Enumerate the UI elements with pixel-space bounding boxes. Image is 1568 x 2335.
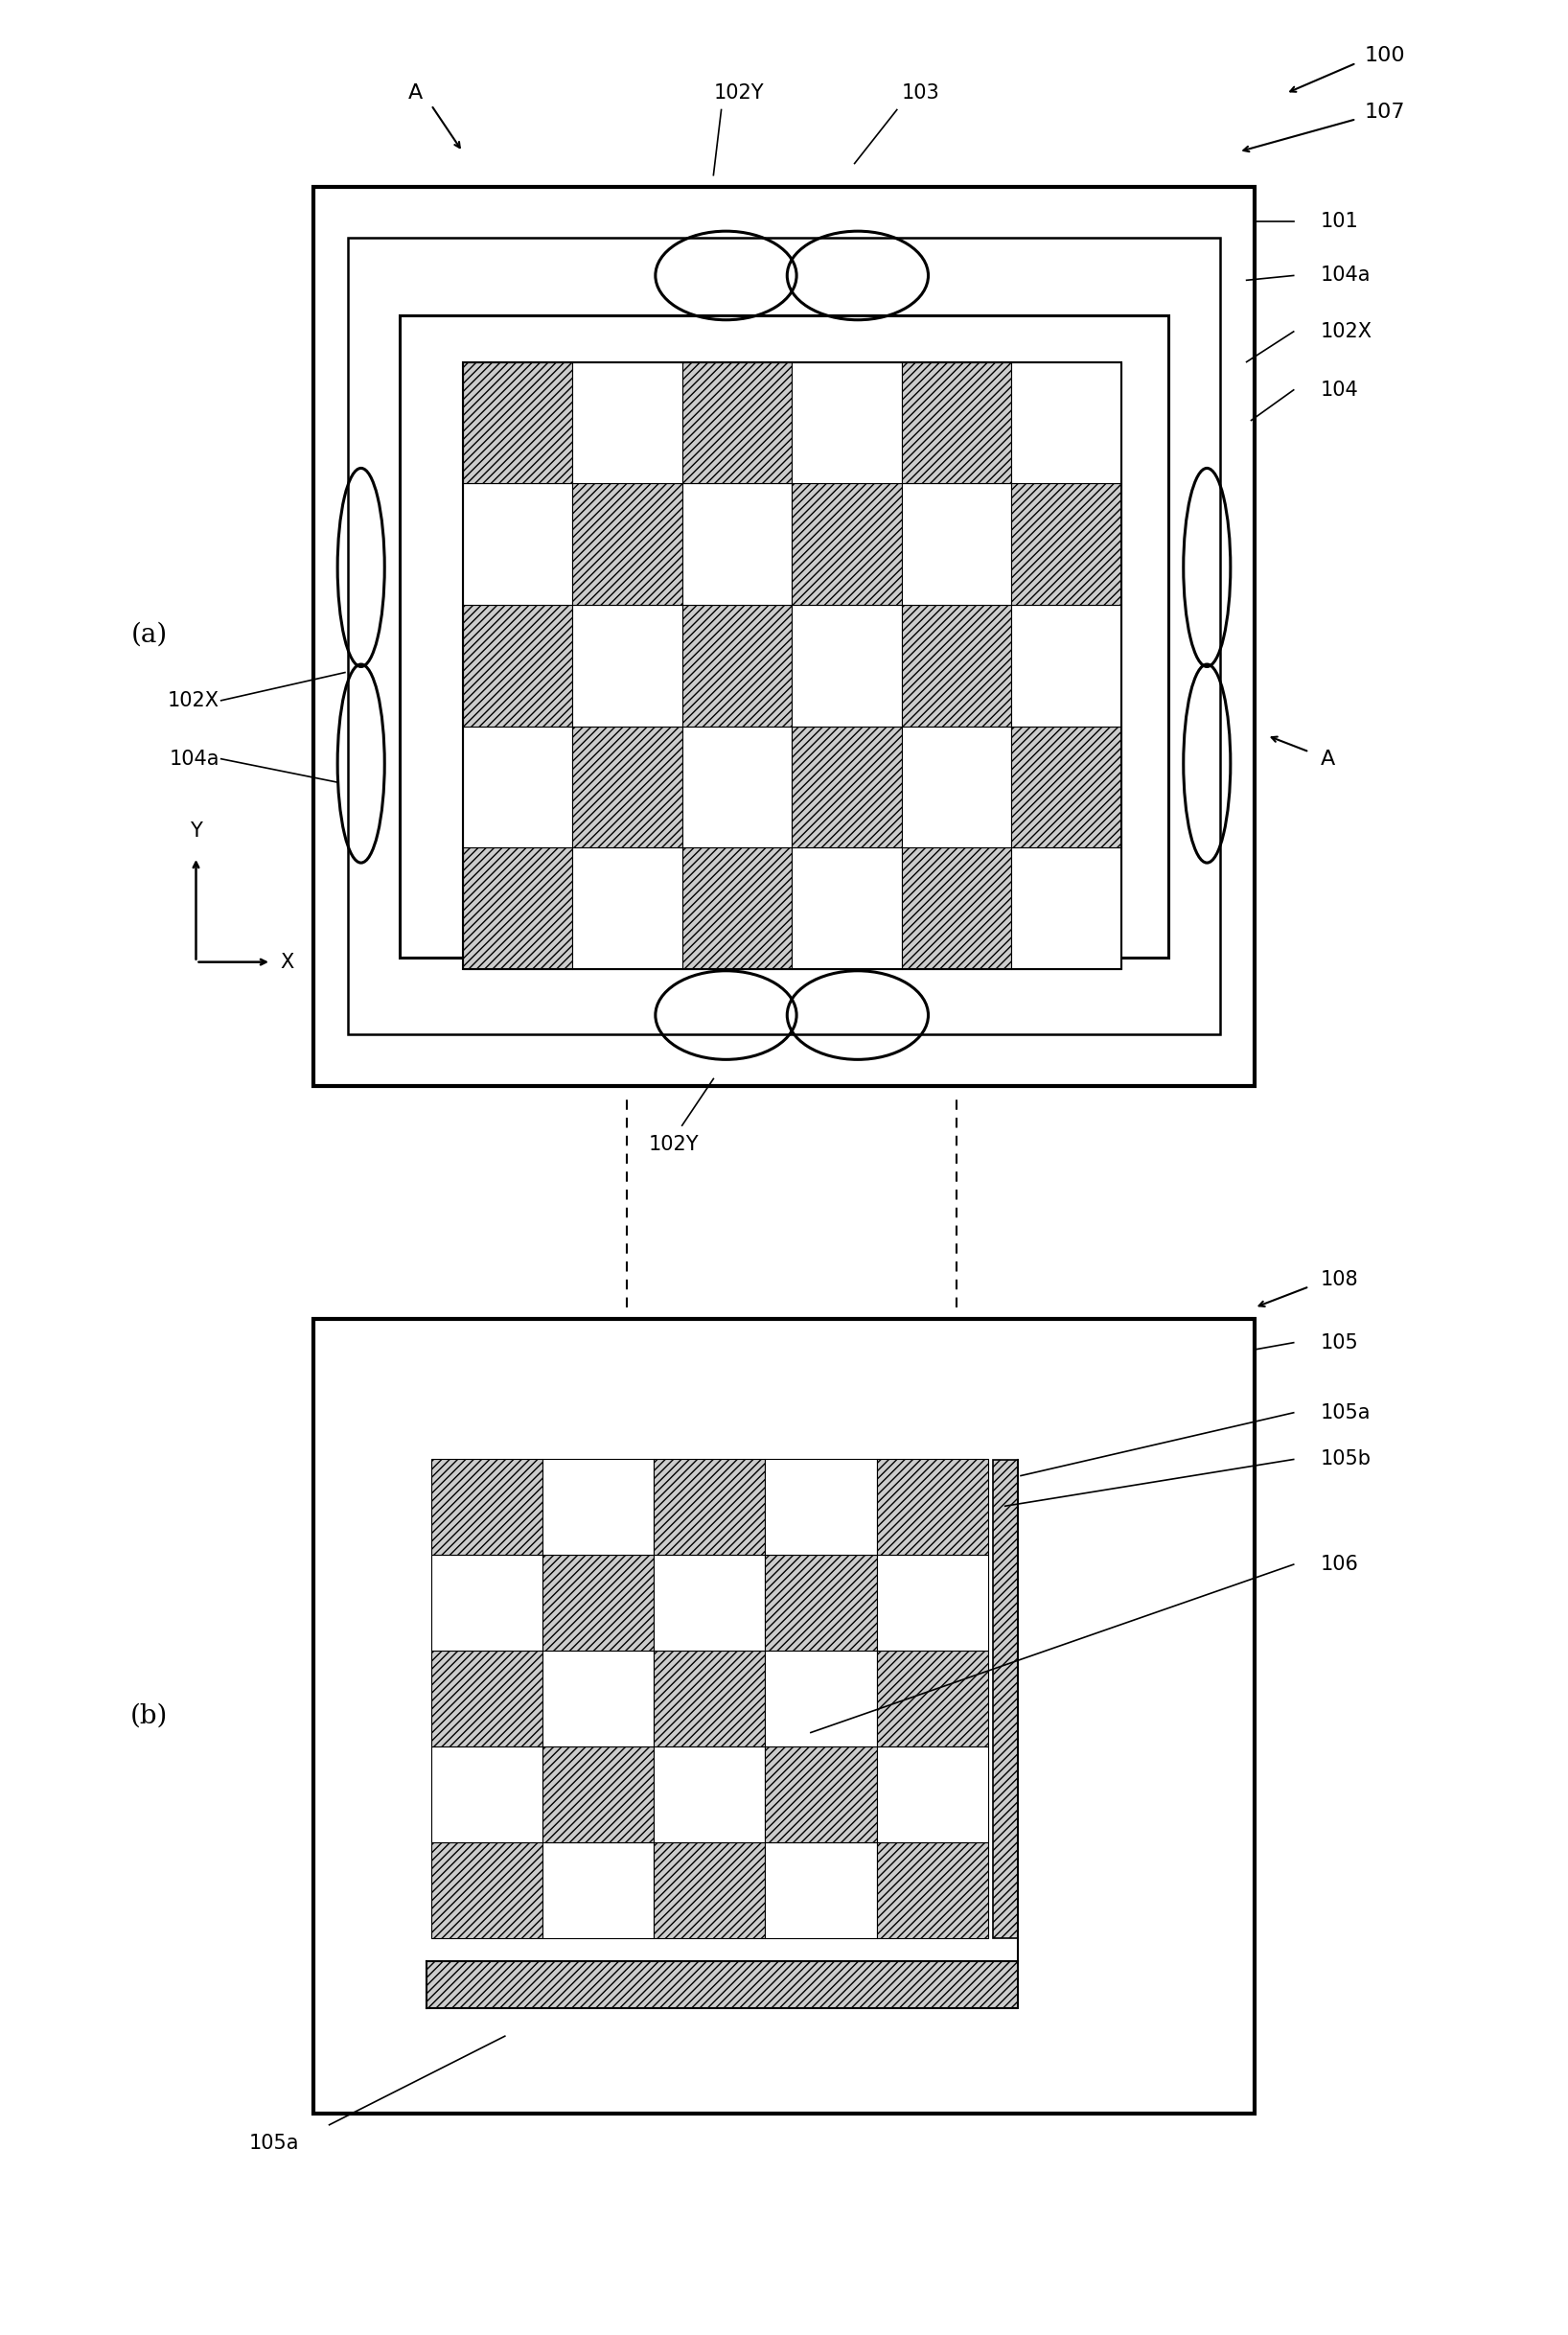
Polygon shape: [431, 1651, 543, 1747]
Text: 105: 105: [1320, 1333, 1358, 1352]
Polygon shape: [572, 848, 682, 969]
Polygon shape: [765, 1747, 877, 1842]
Polygon shape: [792, 483, 902, 605]
Polygon shape: [431, 1747, 543, 1842]
Polygon shape: [654, 1459, 765, 1555]
Text: 100: 100: [1364, 47, 1405, 65]
Polygon shape: [1011, 726, 1121, 848]
Text: 105b: 105b: [1320, 1450, 1370, 1469]
Text: 104a: 104a: [169, 750, 220, 768]
Polygon shape: [877, 1555, 988, 1651]
Polygon shape: [572, 362, 682, 483]
Polygon shape: [792, 362, 902, 483]
Polygon shape: [314, 1319, 1254, 2113]
Polygon shape: [543, 1842, 654, 1938]
Polygon shape: [765, 1651, 877, 1747]
Polygon shape: [348, 238, 1220, 1034]
Polygon shape: [463, 848, 572, 969]
Polygon shape: [463, 362, 572, 483]
Polygon shape: [902, 483, 1011, 605]
Text: 108: 108: [1320, 1270, 1358, 1289]
Polygon shape: [463, 726, 572, 848]
Polygon shape: [765, 1555, 877, 1651]
Text: 105a: 105a: [249, 2134, 299, 2153]
Polygon shape: [902, 848, 1011, 969]
Text: 103: 103: [902, 84, 939, 103]
Polygon shape: [792, 605, 902, 726]
Polygon shape: [877, 1842, 988, 1938]
Polygon shape: [543, 1651, 654, 1747]
Polygon shape: [431, 1555, 543, 1651]
Polygon shape: [1011, 848, 1121, 969]
Text: 102X: 102X: [168, 691, 220, 710]
Text: (b): (b): [130, 1702, 168, 1730]
Text: X: X: [281, 953, 295, 971]
Polygon shape: [877, 1747, 988, 1842]
Polygon shape: [877, 1651, 988, 1747]
Text: 105a: 105a: [1320, 1403, 1370, 1422]
Polygon shape: [654, 1555, 765, 1651]
Text: 106: 106: [1320, 1555, 1358, 1574]
Polygon shape: [314, 187, 1254, 1086]
Polygon shape: [682, 362, 792, 483]
Text: 104: 104: [1320, 381, 1358, 399]
Polygon shape: [463, 605, 572, 726]
Polygon shape: [902, 726, 1011, 848]
Polygon shape: [572, 483, 682, 605]
Polygon shape: [682, 605, 792, 726]
Polygon shape: [902, 605, 1011, 726]
Text: A: A: [408, 84, 423, 103]
Text: A: A: [1320, 750, 1334, 768]
Polygon shape: [792, 726, 902, 848]
Polygon shape: [1011, 605, 1121, 726]
Polygon shape: [1011, 362, 1121, 483]
Polygon shape: [792, 848, 902, 969]
Text: 102Y: 102Y: [713, 84, 764, 103]
Polygon shape: [654, 1651, 765, 1747]
Polygon shape: [572, 726, 682, 848]
Text: Y: Y: [190, 822, 202, 841]
Polygon shape: [431, 1842, 543, 1938]
Text: 102X: 102X: [1320, 322, 1372, 341]
Polygon shape: [572, 605, 682, 726]
Polygon shape: [682, 726, 792, 848]
Polygon shape: [654, 1842, 765, 1938]
Text: (a): (a): [130, 621, 168, 649]
Text: 101: 101: [1320, 212, 1358, 231]
Polygon shape: [682, 848, 792, 969]
Text: 107: 107: [1364, 103, 1405, 121]
Text: 102Y: 102Y: [649, 1135, 699, 1153]
Polygon shape: [400, 315, 1168, 957]
Polygon shape: [765, 1842, 877, 1938]
Polygon shape: [877, 1459, 988, 1555]
Polygon shape: [543, 1747, 654, 1842]
Polygon shape: [654, 1747, 765, 1842]
Text: 104a: 104a: [1320, 266, 1370, 285]
Polygon shape: [426, 1961, 1018, 2008]
Polygon shape: [902, 362, 1011, 483]
Polygon shape: [431, 1459, 543, 1555]
Polygon shape: [543, 1459, 654, 1555]
Polygon shape: [1011, 483, 1121, 605]
Polygon shape: [682, 483, 792, 605]
Polygon shape: [993, 1459, 1018, 1938]
Polygon shape: [765, 1459, 877, 1555]
Polygon shape: [543, 1555, 654, 1651]
Polygon shape: [463, 483, 572, 605]
